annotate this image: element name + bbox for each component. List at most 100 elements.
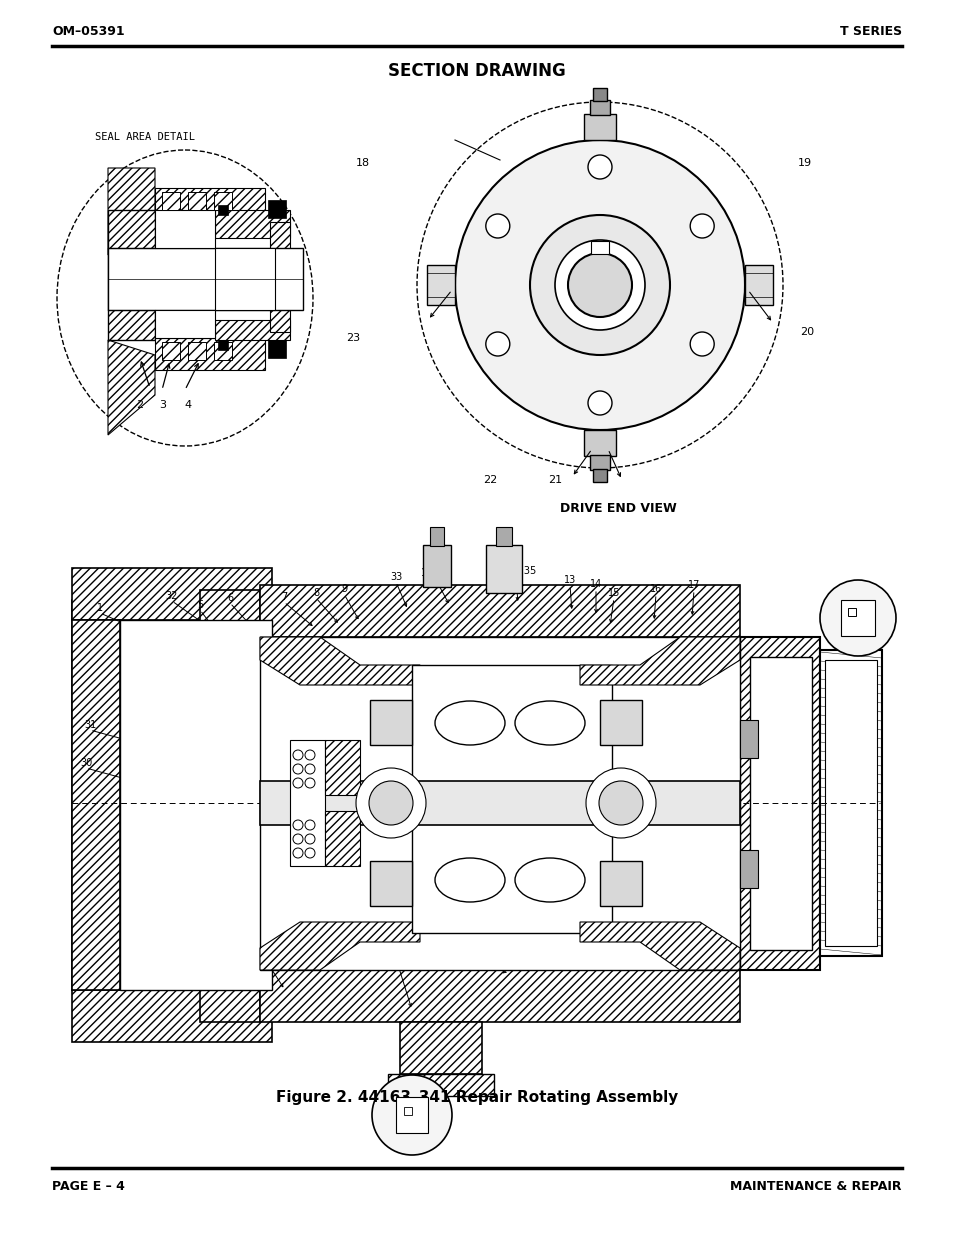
Text: 26: 26 (663, 839, 676, 848)
Circle shape (689, 332, 714, 356)
Text: PAGE E – 4: PAGE E – 4 (52, 1179, 125, 1193)
Bar (218, 205, 228, 215)
Bar (740, 720, 758, 758)
Circle shape (820, 580, 895, 656)
Circle shape (555, 240, 644, 330)
Ellipse shape (435, 701, 504, 745)
Bar (71, 620, 120, 990)
Bar (71, 600, 140, 990)
Bar (593, 469, 606, 482)
Bar (399, 1023, 481, 1074)
Bar (847, 608, 855, 616)
Bar (108, 210, 154, 340)
Bar (71, 564, 884, 1040)
Text: MAINTENANCE & REPAIR: MAINTENANCE & REPAIR (730, 1179, 901, 1193)
Bar (268, 200, 286, 219)
Bar (154, 310, 214, 338)
Bar (213, 342, 232, 359)
Circle shape (293, 750, 303, 760)
Bar (154, 210, 214, 248)
Bar (214, 320, 290, 340)
Bar (589, 454, 609, 471)
Bar (325, 811, 359, 866)
Text: 13: 13 (563, 576, 576, 585)
Text: 30: 30 (80, 758, 92, 768)
Bar (412, 664, 612, 932)
Circle shape (567, 253, 631, 317)
Bar (427, 266, 455, 305)
Bar (370, 861, 412, 906)
Bar (290, 740, 325, 866)
Ellipse shape (57, 149, 313, 446)
Bar (403, 1107, 412, 1115)
Circle shape (485, 332, 509, 356)
Bar (188, 342, 206, 359)
Bar (71, 990, 272, 1042)
Text: 31: 31 (84, 720, 96, 730)
Text: 7: 7 (280, 592, 287, 601)
Text: 9: 9 (340, 584, 347, 594)
Circle shape (530, 215, 669, 354)
Bar (325, 740, 359, 795)
Text: 4: 4 (184, 400, 192, 410)
Bar (270, 222, 290, 332)
Circle shape (689, 214, 714, 238)
Circle shape (369, 781, 413, 825)
Circle shape (293, 820, 303, 830)
Circle shape (293, 778, 303, 788)
Bar (188, 191, 206, 210)
Bar (260, 585, 740, 637)
Text: 1: 1 (97, 603, 103, 613)
Text: 6: 6 (227, 593, 233, 603)
Polygon shape (108, 340, 154, 435)
Text: T SERIES: T SERIES (839, 25, 901, 38)
Text: 29,28: 29,28 (240, 932, 268, 942)
Bar (422, 545, 451, 587)
Text: SECTION DRAWING: SECTION DRAWING (388, 62, 565, 80)
Bar (820, 650, 882, 956)
Bar (370, 700, 412, 745)
Bar (841, 600, 874, 636)
Text: 33: 33 (390, 572, 402, 582)
Text: 36: 36 (388, 942, 399, 952)
Bar (214, 248, 274, 310)
Bar (71, 568, 272, 620)
Ellipse shape (515, 858, 584, 902)
Circle shape (598, 781, 642, 825)
Bar (485, 545, 521, 593)
Text: 24: 24 (663, 790, 676, 800)
Bar (824, 659, 876, 946)
Text: 15: 15 (607, 588, 619, 598)
Text: DRIVE END VIEW: DRIVE END VIEW (559, 501, 676, 515)
Bar (268, 340, 286, 358)
Text: 20: 20 (800, 327, 813, 337)
Text: 25: 25 (663, 814, 676, 824)
Circle shape (455, 140, 744, 430)
Text: 18: 18 (355, 158, 370, 168)
Bar (154, 188, 265, 220)
Text: 17: 17 (687, 580, 700, 590)
Polygon shape (108, 168, 154, 254)
Bar (260, 637, 740, 969)
Text: 16: 16 (649, 584, 661, 594)
Bar (218, 340, 228, 350)
Text: 14: 14 (589, 579, 601, 589)
Bar (162, 342, 180, 359)
Bar (749, 657, 811, 950)
Text: 3: 3 (159, 400, 167, 410)
Bar (496, 527, 512, 546)
Bar (260, 781, 740, 825)
Text: 10,34: 10,34 (420, 568, 448, 578)
Bar (590, 241, 608, 254)
Circle shape (485, 214, 509, 238)
Text: SEAL AREA DETAIL: SEAL AREA DETAIL (95, 132, 194, 142)
Bar (430, 527, 443, 546)
Bar (599, 700, 641, 745)
Bar (162, 191, 180, 210)
Text: OM–05391: OM–05391 (52, 25, 125, 38)
Bar (388, 1074, 494, 1095)
Circle shape (305, 820, 314, 830)
Circle shape (355, 768, 426, 839)
Circle shape (587, 391, 612, 415)
Circle shape (305, 764, 314, 774)
